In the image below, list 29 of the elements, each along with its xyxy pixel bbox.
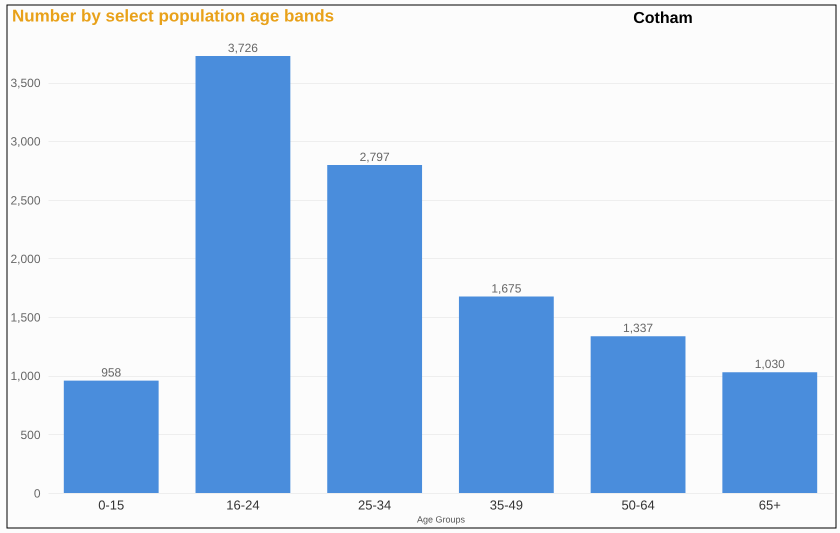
x-axis-title: Age Groups [416,514,466,524]
y-tick-label: 2,000 [10,252,41,266]
x-tick-label: 16-24 [226,498,260,512]
data-label: 1,675 [491,282,522,296]
data-label: 1,337 [623,321,654,336]
data-label: 958 [101,366,122,380]
x-tick-label: 0-15 [98,498,124,512]
x-tick-label: 50-64 [621,498,655,512]
data-label: 3,726 [228,41,258,55]
data-label: 1,030 [754,357,786,372]
x-tick-label: 35-49 [490,498,523,512]
data-label: 2,797 [360,150,390,164]
bar [590,336,686,493]
chart-subtitle: Cotham [633,10,693,27]
y-tick-label: 1,500 [10,310,41,325]
x-tick-label: 65+ [758,498,781,512]
y-tick-label: 0 [34,486,41,500]
y-tick-label: 3,000 [10,134,41,149]
bar [327,164,422,493]
bar [458,296,554,493]
y-tick-label: 3,500 [10,76,41,90]
chart-title: Number by select population age bands [12,6,334,26]
y-tick-label: 2,500 [10,193,41,208]
y-tick-label: 500 [20,428,41,442]
bar [64,380,159,493]
y-tick-label: 1,000 [10,369,41,384]
x-tick-label: 25-34 [358,498,392,512]
bar [722,372,818,493]
bar [196,56,290,493]
